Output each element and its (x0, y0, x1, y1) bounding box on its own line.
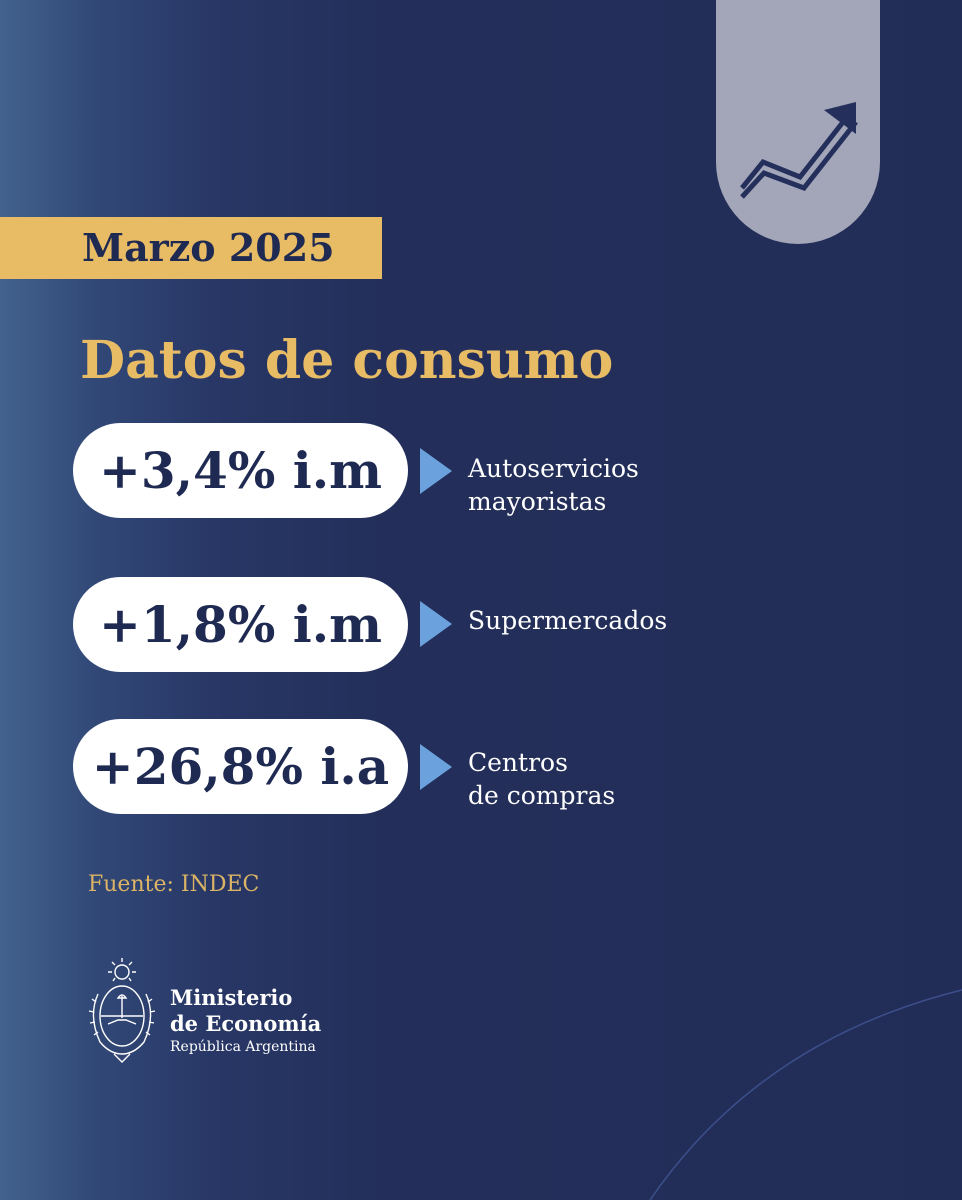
page-title: Datos de consumo (80, 330, 614, 391)
logo-line-ministerio: Ministerio (170, 985, 293, 1010)
date-badge: Marzo 2025 (0, 217, 382, 279)
triangle-arrow-icon (420, 744, 452, 790)
trend-tab (716, 0, 880, 244)
ministry-logo: Ministerio de Economía República Argenti… (170, 985, 321, 1057)
source-note: Fuente: INDEC (88, 872, 260, 897)
stat-value-supermercados: +1,8% i.m (73, 577, 408, 672)
logo-line-republica: República Argentina (170, 1039, 316, 1055)
stat-label-supermercados: Supermercados (468, 606, 668, 635)
stat-label-autoservicios: Autoservicios mayoristas (468, 454, 639, 516)
triangle-arrow-icon (420, 448, 452, 494)
stat-value-autoservicios: +3,4% i.m (73, 423, 408, 518)
stat-value-centros: +26,8% i.a (73, 719, 408, 814)
logo-line-economia: de Economía (170, 1011, 322, 1036)
argentina-coat-of-arms-icon (88, 958, 156, 1063)
triangle-arrow-icon (420, 601, 452, 647)
stat-label-centros: Centros de compras (468, 748, 616, 810)
trending-up-arrow-icon (740, 102, 858, 199)
